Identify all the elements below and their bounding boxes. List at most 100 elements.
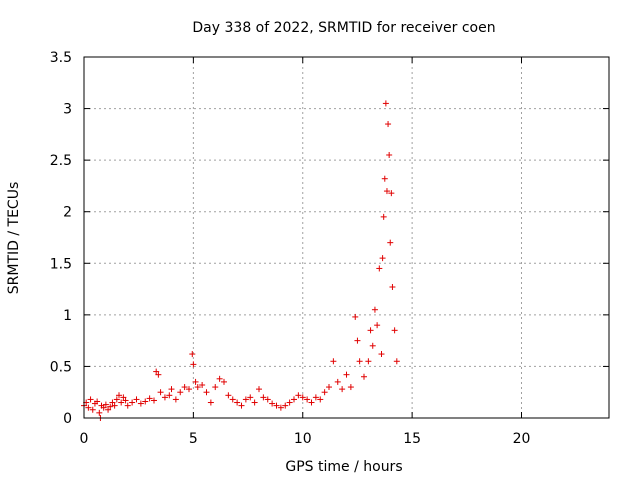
- data-point: [221, 378, 227, 385]
- data-point: [137, 400, 144, 407]
- data-point: [172, 396, 179, 403]
- data-point: [387, 239, 394, 246]
- data-point: [326, 384, 332, 391]
- data-point: [109, 399, 116, 406]
- x-axis-label: GPS time / hours: [285, 459, 402, 475]
- data-point: [354, 337, 361, 344]
- data-point: [391, 327, 398, 334]
- data-point: [85, 404, 92, 411]
- data-point: [102, 401, 109, 408]
- data-point: [339, 386, 346, 393]
- data-point: [291, 396, 297, 403]
- data-point: [269, 400, 276, 407]
- data-point: [378, 351, 385, 358]
- data-point: [352, 313, 359, 320]
- y-tick-label: 3: [63, 102, 72, 118]
- data-point: [181, 384, 188, 391]
- data-point: [190, 361, 197, 368]
- data-point: [386, 151, 393, 158]
- data-point: [330, 358, 337, 365]
- x-tick-labels: 0 5 10 15 20: [80, 431, 531, 447]
- data-point: [308, 399, 315, 406]
- axis-ticks: [83, 56, 609, 419]
- x-tick-label: 20: [513, 431, 531, 447]
- data-point: [142, 398, 149, 405]
- data-point: [113, 396, 120, 403]
- y-tick-label: 1.5: [50, 256, 72, 272]
- data-point: [393, 358, 400, 365]
- data-point: [194, 384, 201, 391]
- data-point: [282, 402, 289, 409]
- data-point: [118, 399, 125, 406]
- data-point: [347, 384, 354, 391]
- data-point: [216, 375, 223, 382]
- x-tick-label: 10: [294, 431, 312, 447]
- data-point: [238, 402, 245, 409]
- data-point: [242, 396, 249, 403]
- data-point: [317, 396, 324, 403]
- x-tick-label: 0: [80, 431, 89, 447]
- data-point: [312, 394, 319, 401]
- data-point: [376, 265, 383, 272]
- data-point: [256, 386, 262, 393]
- data-point: [304, 396, 311, 403]
- data-point: [133, 396, 140, 403]
- data-point: [380, 213, 387, 220]
- data-point: [356, 358, 363, 365]
- y-tick-label: 0: [63, 411, 72, 427]
- data-point: [146, 395, 153, 402]
- data-point: [286, 399, 293, 406]
- data-point: [177, 389, 184, 396]
- data-point: [343, 371, 350, 378]
- data-point: [107, 403, 114, 410]
- data-point: [189, 351, 196, 358]
- data-point: [111, 402, 118, 409]
- data-point: [361, 373, 367, 380]
- data-point: [124, 402, 131, 409]
- data-point: [389, 284, 396, 291]
- data-point: [116, 392, 122, 399]
- data-point: [295, 392, 302, 399]
- data-point: [207, 399, 214, 406]
- data-point: [203, 389, 210, 396]
- plot-frame: [83, 56, 610, 419]
- data-point: [120, 394, 127, 401]
- data-point: [229, 396, 236, 403]
- data-point: [225, 392, 232, 399]
- data-point: [89, 406, 96, 413]
- data-point: [388, 190, 395, 197]
- data-point: [379, 255, 386, 262]
- data-point: [161, 394, 168, 401]
- data-point: [96, 409, 103, 416]
- x-tick-label: 5: [189, 431, 198, 447]
- data-point: [151, 397, 157, 404]
- data-point: [105, 406, 112, 413]
- data-point: [153, 368, 160, 375]
- data-point: [277, 404, 284, 411]
- data-point: [192, 378, 199, 385]
- data-point: [385, 121, 392, 128]
- data-point: [166, 392, 173, 399]
- data-point: [234, 399, 241, 406]
- data-point: [383, 188, 390, 195]
- data-point: [371, 306, 378, 313]
- y-axis-label: SRMTID / TECUs: [6, 182, 22, 295]
- data-point: [212, 384, 219, 391]
- data-point: [374, 322, 381, 329]
- data-point: [186, 386, 192, 393]
- data-point: [299, 394, 306, 401]
- y-tick-label: 3.5: [50, 50, 72, 66]
- data-point: [382, 100, 389, 107]
- data-points: [81, 100, 400, 421]
- data-point: [334, 378, 341, 385]
- data-point: [251, 399, 258, 406]
- data-point: [264, 396, 271, 403]
- data-point: [122, 397, 129, 404]
- data-point: [381, 175, 388, 182]
- data-point: [365, 358, 372, 365]
- y-tick-label: 0.5: [50, 359, 72, 375]
- y-tick-label: 2.5: [50, 153, 72, 169]
- data-point: [369, 342, 376, 349]
- chart-title: Day 338 of 2022, SRMTID for receiver coe…: [192, 20, 495, 36]
- data-point: [155, 371, 162, 378]
